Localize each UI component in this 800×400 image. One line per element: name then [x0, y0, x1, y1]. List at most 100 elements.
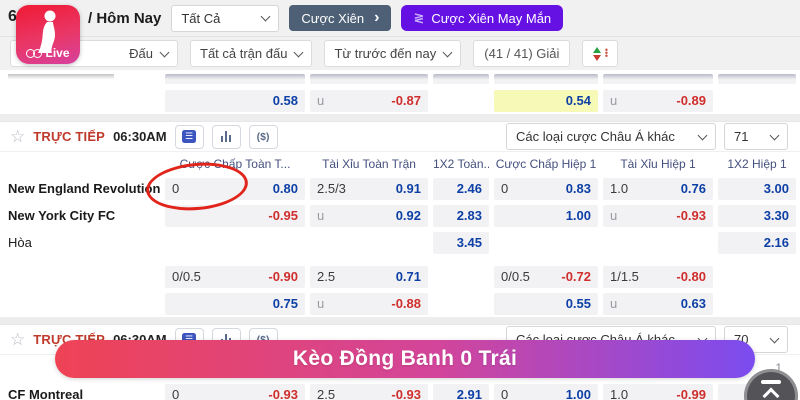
chevron-down-icon [769, 333, 780, 343]
odds-cell-ft_1x2[interactable]: 2.83 [433, 204, 489, 227]
star-icon[interactable]: ☆ [10, 127, 26, 146]
odds-cell-h1_hdp[interactable]: 0 1.00 [494, 383, 598, 400]
odds-cell-h1_hdp[interactable]: 0/0.5 -0.72 [494, 265, 598, 288]
odds-value: 0.54 [565, 93, 591, 108]
odds-cell-ft_ou[interactable]: u -0.87 [310, 89, 428, 112]
odds-cell-h1_hdp[interactable]: 0 0.83 [494, 177, 598, 200]
zigzag-icon: ≷ [413, 10, 425, 25]
handicap-line: 1.0 [610, 181, 629, 196]
market-type-select[interactable]: Các loại cược Châu Á khác [506, 123, 716, 150]
logo-wordmark: Live [26, 46, 70, 60]
odds-value: 2.91 [456, 387, 482, 400]
odds-cell-h1_hdp[interactable]: 0.55 [494, 292, 598, 315]
odds-cell-ft_hdp[interactable]: 0.58 [165, 89, 305, 112]
odds-cell-ft_ou[interactable]: 2.5 -0.93 [310, 383, 428, 400]
statistics-button[interactable] [211, 124, 241, 149]
odds-cell-h1_ou[interactable]: u -0.93 [603, 204, 713, 227]
chevron-up-icon [762, 387, 780, 400]
parlay-button[interactable]: Cược Xiên › [289, 5, 392, 31]
handicap-line: 0 [501, 181, 509, 196]
lucky-parlay-button-label: Cược Xiên May Mắn [431, 10, 552, 26]
odds-value: 0.91 [395, 181, 421, 196]
odds-value: -0.95 [268, 208, 298, 223]
all-matches-select[interactable]: Tất cả trận đấu [190, 40, 313, 67]
odds-value: 2.16 [763, 235, 789, 250]
handicap-line: 2.5 [317, 387, 336, 400]
odds-row: Hòa 3.45 2.16 [0, 229, 800, 256]
odds-cell-ft_hdp[interactable]: 0/0.5 -0.90 [165, 265, 305, 288]
odds-cell-ft_hdp[interactable]: 0.75 [165, 292, 305, 315]
handicap-line: 0 [172, 181, 180, 196]
top-bar: 6 / Hôm Nay Tất Cả Cược Xiên › ≷ Cược Xi… [0, 0, 800, 37]
column-header: Tài Xỉu Hiệp 1 [620, 157, 696, 171]
filter-bar: Đấu Tất cả trận đấu Từ trước đến nay (41… [0, 37, 800, 70]
odds-value: 0.92 [395, 208, 421, 223]
woman-silhouette-icon [38, 10, 56, 53]
odds-value: 0.76 [680, 181, 706, 196]
odds-cell-ft_1x2[interactable]: 3.45 [433, 231, 489, 254]
match-type-select-value: Đấu [129, 46, 153, 61]
odds-value: 0.80 [272, 181, 298, 196]
odds-cell-ft_ou[interactable]: u 0.92 [310, 204, 428, 227]
odds-cell-ft_hdp[interactable]: -0.95 [165, 204, 305, 227]
breadcrumb-prefix: 6 [8, 8, 17, 25]
league-select[interactable]: Tất Cả [171, 4, 280, 32]
empty-cell [603, 232, 713, 254]
odds-panel: 0.58 u -0.87 0.54 u -0.89 ☆ TRỰC TIẾP 06:30AM ☰ (… [0, 70, 800, 400]
column-header: Tài Xỉu Toàn Trận [322, 157, 416, 171]
team-name: Hòa [8, 235, 32, 250]
handicap-line: 1/1.5 [610, 269, 639, 284]
column-header: 1X2 Toàn... [433, 157, 489, 171]
divider [0, 114, 800, 121]
chevron-down-icon [159, 47, 170, 57]
odds-value: 3.30 [763, 208, 789, 223]
time-range-select[interactable]: Từ trước đến nay [324, 40, 462, 67]
odds-cell-ft_hdp[interactable]: 0 -0.93 [165, 383, 305, 400]
chevron-down-icon [442, 47, 453, 57]
promo-banner: Kèo Đồng Banh 0 Trái [55, 340, 755, 378]
odds-value: 0.63 [680, 296, 706, 311]
market-list-button[interactable]: ☰ [174, 124, 204, 149]
market-count-select[interactable]: 71 [724, 123, 788, 150]
live-label: TRỰC TIẾP [33, 129, 106, 144]
odds-row: 0.58 u -0.87 0.54 u -0.89 [0, 87, 800, 114]
team-name: New England Revolution [8, 181, 161, 196]
odds-cell-ft_ou[interactable]: 2.5 0.71 [310, 265, 428, 288]
odds-cell-h1_ou[interactable]: u -0.89 [603, 89, 713, 112]
odds-cell-ft_hdp[interactable]: 0 0.80 [165, 177, 305, 200]
odds-cell-h1_ou[interactable]: 1/1.5 -0.80 [603, 265, 713, 288]
odds-value: 3.00 [763, 181, 789, 196]
odds-cell-ft_1x2[interactable]: 2.91 [433, 383, 489, 400]
handicap-line: 0/0.5 [172, 269, 201, 284]
odds-value: 1.00 [565, 387, 591, 400]
sort-toggle[interactable]: • • • [582, 40, 619, 67]
star-icon[interactable]: ☆ [10, 330, 26, 349]
odds-row: 0.75 u -0.88 0.55 u 0.63 [0, 290, 800, 317]
odds-format-button[interactable]: ($) [248, 124, 278, 149]
odds-cell-h1_ou[interactable]: u 0.63 [603, 292, 713, 315]
odds-cell-h1_hdp[interactable]: 0.54 [494, 89, 598, 112]
odds-cell-ft_ou[interactable]: 2.5/3 0.91 [310, 177, 428, 200]
lucky-parlay-button[interactable]: ≷ Cược Xiên May Mắn [401, 5, 564, 31]
handicap-line: 2.5 [317, 269, 336, 284]
odds-cell-ft_1x2[interactable]: 2.46 [433, 177, 489, 200]
odds-cell-h1_ou[interactable]: 1.0 0.76 [603, 177, 713, 200]
empty-cell [433, 90, 489, 112]
handicap-line: 1.0 [610, 387, 629, 400]
odds-value: -0.93 [391, 387, 421, 400]
odds-cell-h1_ou[interactable]: 1.0 -0.99 [603, 383, 713, 400]
odds-cell-h1_1x2[interactable]: 3.30 [718, 204, 796, 227]
odds-value: 0.83 [565, 181, 591, 196]
match-section-header: ☆ TRỰC TIẾP 06:30AM ☰ ($) Các loại cược Châu … [0, 121, 800, 152]
market-type-select-value: Các loại cược Châu Á khác [516, 129, 675, 144]
odds-cell-h1_hdp[interactable]: 1.00 [494, 204, 598, 227]
odds-value: 2.46 [456, 181, 482, 196]
all-matches-select-value: Tất cả trận đấu [200, 46, 288, 61]
odds-cell-h1_1x2[interactable]: 3.00 [718, 177, 796, 200]
chevron-down-icon [697, 130, 708, 140]
chevron-down-icon [260, 11, 271, 22]
sort-arrows-icon [592, 46, 601, 61]
odds-cell-h1_1x2[interactable]: 2.16 [718, 231, 796, 254]
odds-cell-ft_ou[interactable]: u -0.88 [310, 292, 428, 315]
